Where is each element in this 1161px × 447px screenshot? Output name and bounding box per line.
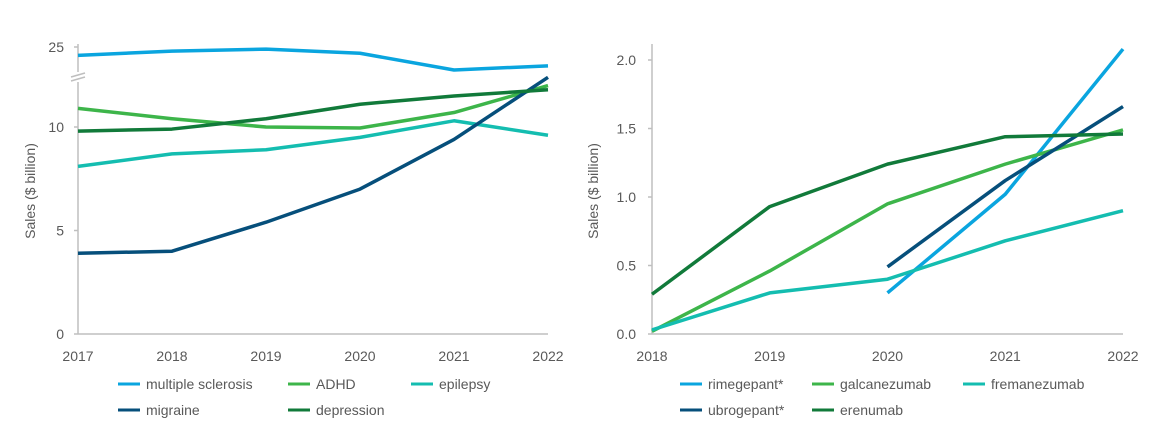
series-line-galcanezumab [651,128,1124,333]
series-lines [77,47,549,256]
legend-label-epilepsy: epilepsy [439,376,490,392]
axes [70,44,548,335]
axes [648,44,1123,335]
legend-label-depression: depression [316,402,385,418]
legend-label-rimegepant: rimegepant* [708,376,784,392]
series-lines [650,47,1125,333]
axis-break-mark [70,76,86,82]
legend-label-migraine: migraine [146,402,200,418]
chart-neurology-sales-by-indication: Sales ($ billion) 0 5 10 25 2017 2018 2019 2020… [22,39,564,418]
series-line-epilepsy [77,119,549,169]
y-tick-label: 25 [48,39,64,55]
legend-label-erenumab: erenumab [840,402,903,418]
legend-label-ubrogepant: ubrogepant* [708,402,785,418]
y-tick-label: 0 [56,326,64,342]
tick-labels: 0.0 0.5 1.0 1.5 2.0 2018 2019 2020 2021 2022 [617,52,1139,364]
x-tick-label: 2021 [438,348,469,364]
x-tick-label: 2022 [1107,348,1138,364]
x-tick-label: 2019 [250,348,281,364]
x-tick-label: 2019 [754,348,785,364]
y-tick-label: 5 [56,223,64,239]
series-line-migraine [77,75,549,256]
y-tick-label: 1.5 [617,121,637,137]
x-tick-label: 2021 [990,348,1021,364]
series-line-ubrogepant [886,105,1124,269]
legend: rimegepant* galcanezumab fremanezumab ubrog… [680,376,1085,418]
x-tick-label: 2017 [62,348,93,364]
y-tick-label: 10 [48,119,64,135]
series-line-rimegepant [886,47,1125,295]
y-tick-label: 0.0 [617,326,637,342]
x-tick-label: 2022 [532,348,563,364]
series-line-multiple-sclerosis [77,47,549,72]
y-axis-label: Sales ($ billion) [585,143,601,239]
legend: multiple sclerosis ADHD epilepsy migraine de… [118,376,490,418]
legend-label-galcanezumab: galcanezumab [840,376,931,392]
chart-migraine-drug-sales: Sales ($ billion) 0.0 0.5 1.0 1.5 2.0 2018 201… [585,44,1139,418]
y-axis-label: Sales ($ billion) [22,143,38,239]
axis-break-mark [70,72,86,78]
series-line-adhd [77,83,549,130]
x-tick-label: 2018 [156,348,187,364]
legend-label-multiple-sclerosis: multiple sclerosis [146,376,253,392]
y-tick-label: 1.0 [617,189,637,205]
series-line-depression [77,87,549,133]
y-tick-label: 2.0 [617,52,637,68]
series-line-erenumab [650,132,1124,296]
x-tick-label: 2020 [872,348,903,364]
x-tick-label: 2020 [344,348,375,364]
series-line-fremanezumab [651,209,1124,332]
x-tick-label: 2018 [636,348,667,364]
legend-label-adhd: ADHD [316,376,356,392]
y-tick-label: 0.5 [617,258,637,274]
legend-label-fremanezumab: fremanezumab [991,376,1085,392]
tick-labels: 0 5 10 25 2017 2018 2019 2020 2021 2022 [48,39,563,364]
